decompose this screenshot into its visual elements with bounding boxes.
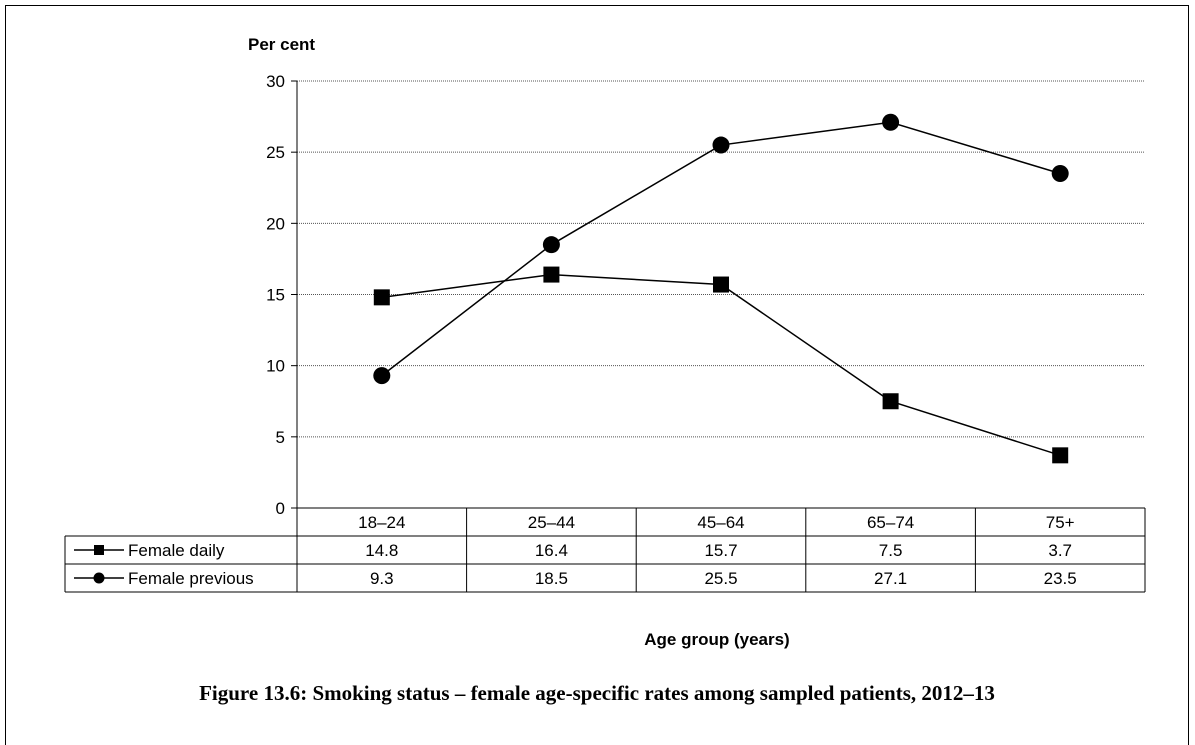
- y-tick-label: 30: [266, 72, 285, 91]
- x-category-label: 65–74: [867, 513, 914, 532]
- data-table: 18–24 25–44 45–64 65–74 75+ Female daily 14.8 1…: [64, 507, 1146, 593]
- table-cell-value: 15.7: [704, 541, 737, 560]
- table-cell-value: 9.3: [370, 569, 394, 588]
- data-point-square: [882, 393, 899, 410]
- table-cell-value: 7.5: [879, 541, 903, 560]
- table-cell-value: 3.7: [1048, 541, 1072, 560]
- y-tick-label: 25: [266, 143, 285, 162]
- y-tick-label: 5: [276, 428, 285, 447]
- y-axis-label: Per cent: [248, 35, 315, 54]
- data-point-circle: [712, 136, 730, 154]
- y-tick-label: 15: [266, 286, 285, 305]
- legend-circle-marker: [93, 572, 105, 584]
- series-line: [381, 273, 1061, 457]
- y-tick-label: 0: [276, 499, 285, 518]
- figure-frame: [5, 5, 1189, 745]
- table-cell-value: 23.5: [1044, 569, 1077, 588]
- data-point-circle: [882, 113, 900, 131]
- y-axis: 0 5 10 15 20 25 30: [266, 72, 298, 518]
- data-point-square: [1052, 447, 1069, 464]
- data-point-square: [543, 266, 560, 283]
- table-cell-value: 27.1: [874, 569, 907, 588]
- table-cell-value: 25.5: [704, 569, 737, 588]
- data-point-square: [713, 276, 729, 293]
- chart-title: Figure 13.6: Smoking status – female age…: [199, 681, 995, 705]
- legend-series-name: Female previous: [128, 569, 254, 588]
- y-tick-label: 20: [266, 214, 285, 233]
- x-category-label: 18–24: [358, 513, 405, 532]
- data-point-circle: [1051, 165, 1069, 183]
- x-category-label: 25–44: [528, 513, 575, 532]
- legend-square-marker: [94, 545, 104, 555]
- data-point-circle: [373, 367, 391, 385]
- x-category-label: 45–64: [697, 513, 744, 532]
- data-point-square: [373, 289, 390, 306]
- data-point-circle: [542, 236, 560, 254]
- series-line: [381, 121, 1061, 377]
- legend-series-name: Female daily: [128, 541, 225, 560]
- table-cell-value: 18.5: [535, 569, 568, 588]
- table-cell-value: 14.8: [365, 541, 398, 560]
- x-category-label: 75+: [1046, 513, 1075, 532]
- table-cell-value: 16.4: [535, 541, 568, 560]
- gridlines: [297, 80, 1145, 438]
- y-tick-label: 10: [266, 357, 285, 376]
- x-axis-label: Age group (years): [644, 630, 789, 649]
- series-layer: [373, 113, 1069, 464]
